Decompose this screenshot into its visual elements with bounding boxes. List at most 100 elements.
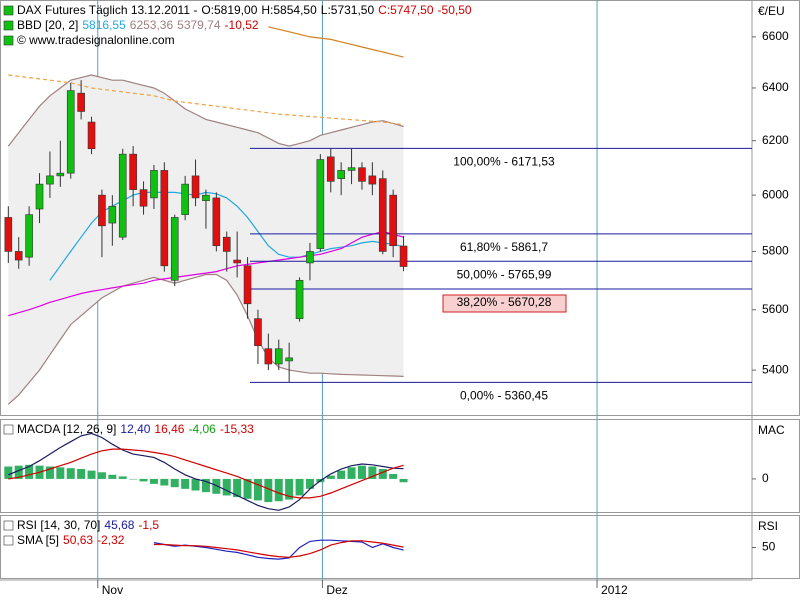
y-tick-label: 5400: [762, 362, 789, 376]
histogram-bar: [285, 478, 294, 500]
legend-item: -15,33: [220, 422, 254, 436]
candle-body: [160, 170, 169, 267]
legend-text: © www.tradesignalonline.com: [17, 33, 175, 47]
histogram-bar: [181, 478, 190, 489]
candle-body: [181, 183, 189, 215]
legend-item: 50,63: [63, 533, 93, 547]
candle-body: [46, 175, 54, 185]
histogram-bar: [274, 478, 283, 502]
indicator-line: [7, 273, 404, 405]
histogram-bar: [389, 473, 398, 479]
candle-body: [191, 175, 200, 199]
histogram-bar: [347, 467, 356, 479]
legend-item: 12,40: [120, 422, 150, 436]
histogram-bar: [243, 478, 252, 499]
histogram-bar: [56, 467, 65, 479]
candle-body: [254, 318, 262, 346]
level-label: 61,80% - 5861,7: [460, 240, 548, 254]
indicator-line: [268, 26, 404, 58]
legend-icon: [3, 520, 14, 531]
legend-item: H:5854,50: [261, 3, 317, 17]
legend-text: MACDA [12, 26, 9] 12,40 16,46 -4,06 -15,33: [17, 422, 254, 436]
legend-text: BBD [20, 2] 5816,55 6253,36 5379,74 -10,52: [17, 18, 259, 32]
candle-body: [129, 153, 137, 190]
candle-body: [306, 251, 314, 264]
legend-item: O:5819,00: [201, 3, 257, 17]
legend-item: 5816,55: [82, 18, 126, 32]
candle-body: [77, 92, 85, 112]
histogram-bar: [295, 478, 304, 496]
histogram-bar: [201, 478, 210, 493]
candle-body: [274, 348, 283, 365]
histogram-bar: [170, 478, 179, 488]
indicator-line: [7, 74, 404, 147]
legend-icon: [3, 5, 14, 16]
legend-icon: [3, 35, 14, 46]
y-tick-label: 0: [762, 471, 769, 485]
legend-item: L:5731,50: [321, 3, 375, 17]
y-tick-label: 5800: [762, 244, 789, 258]
histogram-bar: [25, 464, 34, 479]
histogram-bar: [87, 470, 96, 479]
histogram-bar: [118, 476, 127, 479]
candle-body: [14, 251, 23, 261]
histogram-bar: [129, 478, 138, 480]
candle-body: [202, 194, 210, 201]
legend-item: -1,5: [138, 518, 159, 532]
candle-body: [212, 197, 221, 247]
candle-body: [25, 214, 33, 258]
legend-item: DAX Futures Täglich 13.12.2011 -: [17, 3, 197, 17]
candle-body: [337, 170, 345, 179]
level-label: 100,00% - 6171,53: [453, 155, 555, 169]
histogram-bar: [305, 478, 314, 489]
candle-body: [4, 217, 13, 252]
candle-body: [347, 167, 356, 171]
candle-body: [150, 170, 158, 199]
x-tick-label: Dez: [326, 583, 347, 597]
level-label: 38,20% - 5670,28: [457, 295, 552, 309]
histogram-bar: [4, 466, 13, 479]
band-fill: [8, 75, 404, 405]
histogram-bar: [326, 475, 335, 479]
candle-body: [222, 236, 231, 252]
indicator-line: [153, 540, 404, 558]
candle-body: [326, 156, 335, 182]
legend-item: 5379,74: [177, 18, 221, 32]
histogram-bar: [77, 468, 86, 479]
legend-text: DAX Futures Täglich 13.12.2011 - O:5819,0…: [17, 3, 472, 17]
histogram-bar: [108, 474, 117, 479]
y-tick-label: 6400: [762, 80, 789, 94]
candle-body: [399, 245, 408, 267]
legend-icon: [3, 535, 14, 546]
y-tick-label: 6600: [762, 29, 789, 43]
axis-title: RSI: [758, 519, 778, 533]
histogram-bar: [149, 478, 158, 484]
candle-body: [316, 159, 325, 249]
candle-body: [389, 194, 397, 247]
axis-title: MAC: [758, 423, 785, 437]
histogram-bar: [337, 470, 346, 479]
histogram-bar: [368, 466, 377, 479]
candle-body: [368, 175, 377, 185]
histogram-bar: [233, 478, 242, 498]
candle-body: [378, 178, 387, 252]
candle-body: [56, 172, 65, 177]
y-tick-label: 6000: [762, 187, 789, 201]
histogram-bar: [222, 478, 231, 496]
y-tick-label: 50: [762, 540, 776, 554]
histogram-bar: [66, 468, 75, 479]
legend-item: RSI [14, 30, 70]: [17, 518, 100, 532]
y-tick-label: 5600: [762, 302, 789, 316]
legend-text: RSI [14, 30, 70] 45,68 -1,5: [17, 518, 159, 532]
level-label: 50,00% - 5765,99: [457, 267, 552, 281]
indicator-line: [8, 74, 404, 126]
x-tick-label: Nov: [102, 583, 123, 597]
candle-body: [87, 121, 96, 150]
candle-body: [35, 183, 44, 210]
level-label: 0,00% - 5360,45: [460, 388, 548, 402]
histogram-bar: [264, 478, 273, 503]
candle-body: [66, 90, 75, 174]
candle-body: [358, 167, 366, 182]
candle-body: [233, 259, 241, 264]
